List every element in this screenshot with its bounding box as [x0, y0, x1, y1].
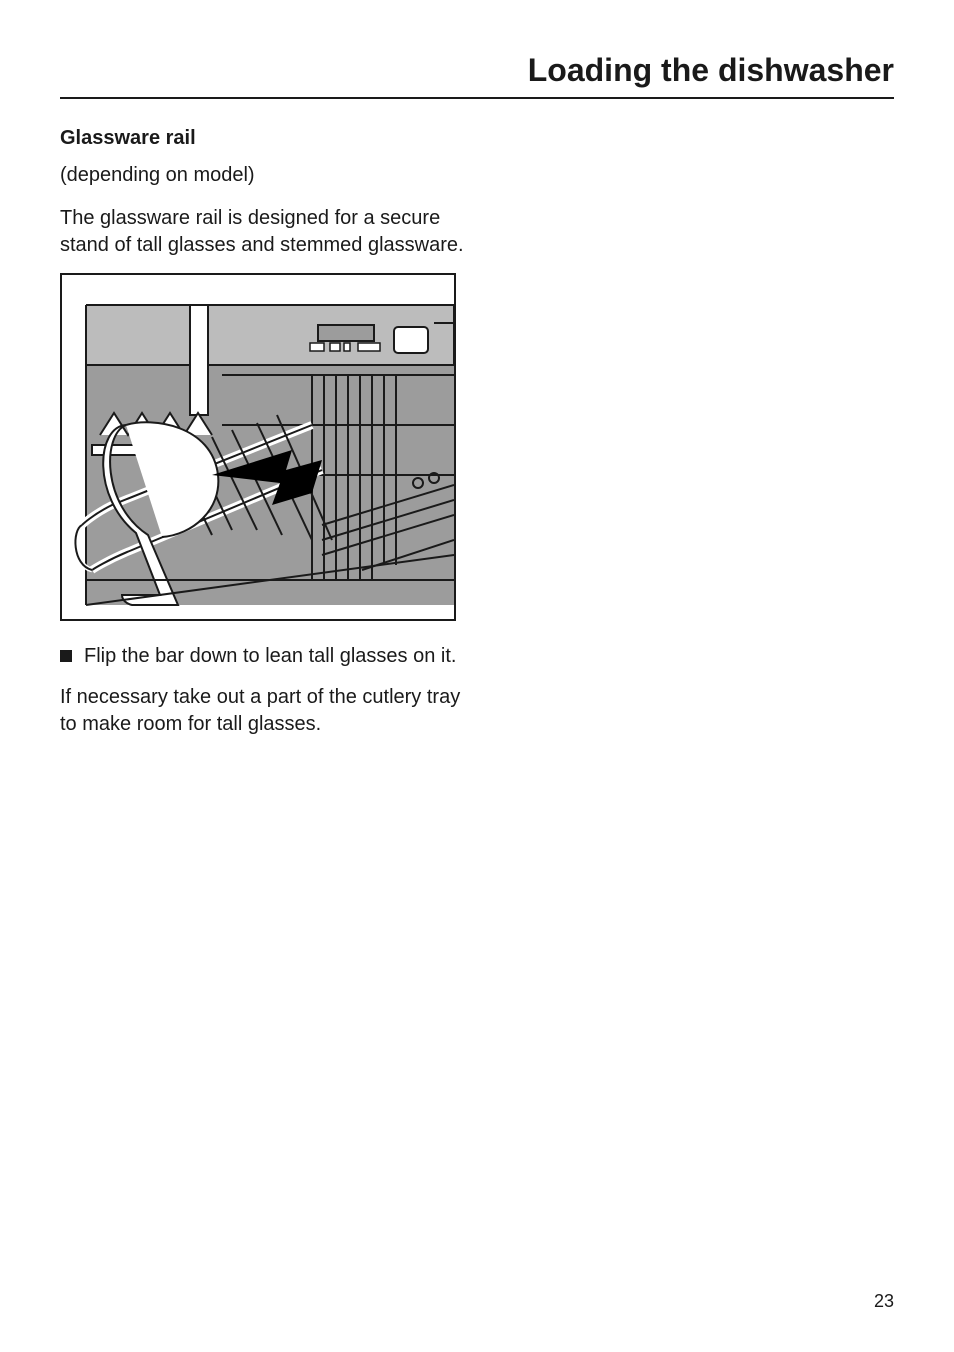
- square-bullet-icon: [60, 650, 72, 662]
- bullet-text: Flip the bar down to lean tall glasses o…: [84, 643, 456, 670]
- page-number: 23: [874, 1291, 894, 1312]
- glassware-rail-figure: [60, 273, 456, 621]
- outro-paragraph: If necessary take out a part of the cutl…: [60, 684, 470, 738]
- intro-paragraph: The glassware rail is designed for a sec…: [60, 205, 470, 259]
- left-column: Glassware rail (depending on model) The …: [60, 127, 470, 738]
- dishwasher-diagram-icon: [62, 275, 454, 619]
- page-container: Loading the dishwasher Glassware rail (d…: [0, 0, 954, 1352]
- bullet-item: Flip the bar down to lean tall glasses o…: [60, 643, 470, 670]
- page-header: Loading the dishwasher: [60, 52, 894, 99]
- model-note: (depending on model): [60, 164, 470, 187]
- header-title: Loading the dishwasher: [528, 52, 894, 88]
- section-subhead: Glassware rail: [60, 127, 470, 150]
